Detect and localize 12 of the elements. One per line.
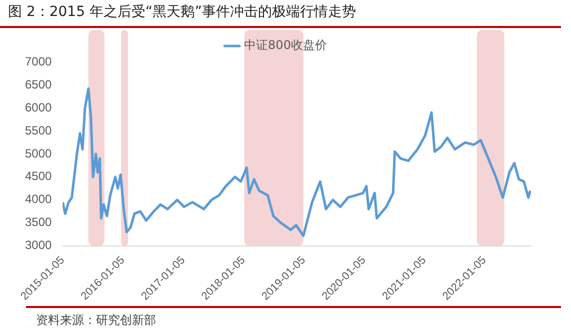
y-tick-label: 3500: [24, 215, 52, 230]
chart-title: 图 2：2015 年之后受“黑天鹅”事件冲击的极端行情走势: [0, 0, 561, 28]
legend-label: 中证800收盘价: [244, 38, 327, 52]
y-tick-label: 3000: [24, 238, 52, 252]
y-tick-label: 5500: [24, 123, 52, 138]
y-tick-label: 6500: [24, 77, 52, 92]
text: 资料来源：研究创新部: [26, 306, 561, 329]
y-tick-label: 6000: [24, 100, 52, 114]
y-tick-label: 7000: [24, 54, 52, 68]
y-tick-label: 5000: [24, 146, 52, 160]
y-tick-label: 4000: [24, 192, 52, 206]
y-tick-label: 4500: [24, 169, 52, 184]
